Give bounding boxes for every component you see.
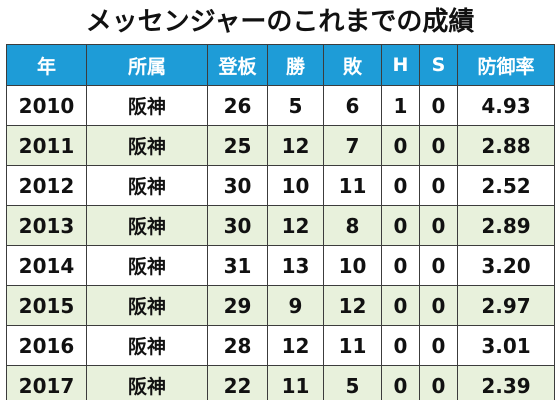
cell-wins: 13 <box>267 245 324 286</box>
cell-losses: 11 <box>323 325 382 366</box>
table-row: 2016 阪神 28 12 11 0 0 3.01 <box>6 325 555 366</box>
cell-holds: 0 <box>381 165 420 206</box>
stats-table: 年 所属 登板 勝 敗 H S 防御率 2010 阪神 26 5 6 1 0 4… <box>6 44 555 400</box>
cell-saves: 0 <box>419 365 458 400</box>
column-header-wins: 勝 <box>267 44 324 86</box>
cell-era: 2.88 <box>457 125 555 166</box>
column-header-losses: 敗 <box>323 44 382 86</box>
cell-year: 2012 <box>6 165 87 206</box>
cell-wins: 5 <box>267 85 324 126</box>
cell-team: 阪神 <box>86 245 208 286</box>
cell-appearances: 28 <box>207 325 268 366</box>
cell-year: 2016 <box>6 325 87 366</box>
table-row: 2015 阪神 29 9 12 0 0 2.97 <box>6 285 555 326</box>
cell-wins: 12 <box>267 205 324 246</box>
table-row: 2017 阪神 22 11 5 0 0 2.39 <box>6 365 555 400</box>
cell-team: 阪神 <box>86 205 208 246</box>
cell-holds: 0 <box>381 125 420 166</box>
cell-wins: 12 <box>267 125 324 166</box>
cell-era: 3.01 <box>457 325 555 366</box>
cell-era: 2.89 <box>457 205 555 246</box>
cell-saves: 0 <box>419 205 458 246</box>
cell-saves: 0 <box>419 85 458 126</box>
cell-team: 阪神 <box>86 85 208 126</box>
cell-losses: 8 <box>323 205 382 246</box>
cell-team: 阪神 <box>86 365 208 400</box>
cell-appearances: 30 <box>207 205 268 246</box>
cell-appearances: 31 <box>207 245 268 286</box>
cell-year: 2014 <box>6 245 87 286</box>
cell-year: 2015 <box>6 285 87 326</box>
cell-holds: 0 <box>381 205 420 246</box>
cell-losses: 12 <box>323 285 382 326</box>
cell-era: 4.93 <box>457 85 555 126</box>
table-row: 2010 阪神 26 5 6 1 0 4.93 <box>6 85 555 126</box>
cell-saves: 0 <box>419 165 458 206</box>
cell-losses: 11 <box>323 165 382 206</box>
table-row: 2013 阪神 30 12 8 0 0 2.89 <box>6 205 555 246</box>
cell-saves: 0 <box>419 325 458 366</box>
table-row: 2011 阪神 25 12 7 0 0 2.88 <box>6 125 555 166</box>
column-header-appearances: 登板 <box>207 44 268 86</box>
cell-holds: 0 <box>381 325 420 366</box>
cell-appearances: 22 <box>207 365 268 400</box>
cell-wins: 11 <box>267 365 324 400</box>
cell-losses: 5 <box>323 365 382 400</box>
cell-era: 2.52 <box>457 165 555 206</box>
cell-year: 2017 <box>6 365 87 400</box>
column-header-era: 防御率 <box>457 44 555 86</box>
cell-team: 阪神 <box>86 325 208 366</box>
cell-saves: 0 <box>419 285 458 326</box>
table-row: 2014 阪神 31 13 10 0 0 3.20 <box>6 245 555 286</box>
cell-holds: 1 <box>381 85 420 126</box>
cell-saves: 0 <box>419 125 458 166</box>
cell-losses: 10 <box>323 245 382 286</box>
cell-holds: 0 <box>381 365 420 400</box>
cell-year: 2010 <box>6 85 87 126</box>
cell-appearances: 26 <box>207 85 268 126</box>
cell-year: 2011 <box>6 125 87 166</box>
cell-holds: 0 <box>381 285 420 326</box>
table-header-row: 年 所属 登板 勝 敗 H S 防御率 <box>6 44 555 86</box>
cell-era: 3.20 <box>457 245 555 286</box>
column-header-team: 所属 <box>86 44 208 86</box>
cell-losses: 6 <box>323 85 382 126</box>
cell-appearances: 29 <box>207 285 268 326</box>
cell-year: 2013 <box>6 205 87 246</box>
cell-appearances: 30 <box>207 165 268 206</box>
cell-wins: 12 <box>267 325 324 366</box>
column-header-holds: H <box>381 44 420 86</box>
page-title: メッセンジャーのこれまでの成績 <box>85 7 475 37</box>
table-row: 2012 阪神 30 10 11 0 0 2.52 <box>6 165 555 206</box>
cell-wins: 10 <box>267 165 324 206</box>
cell-wins: 9 <box>267 285 324 326</box>
cell-era: 2.97 <box>457 285 555 326</box>
cell-appearances: 25 <box>207 125 268 166</box>
column-header-year: 年 <box>6 44 87 86</box>
cell-team: 阪神 <box>86 285 208 326</box>
cell-saves: 0 <box>419 245 458 286</box>
column-header-saves: S <box>419 44 458 86</box>
cell-era: 2.39 <box>457 365 555 400</box>
cell-losses: 7 <box>323 125 382 166</box>
cell-holds: 0 <box>381 245 420 286</box>
cell-team: 阪神 <box>86 125 208 166</box>
cell-team: 阪神 <box>86 165 208 206</box>
